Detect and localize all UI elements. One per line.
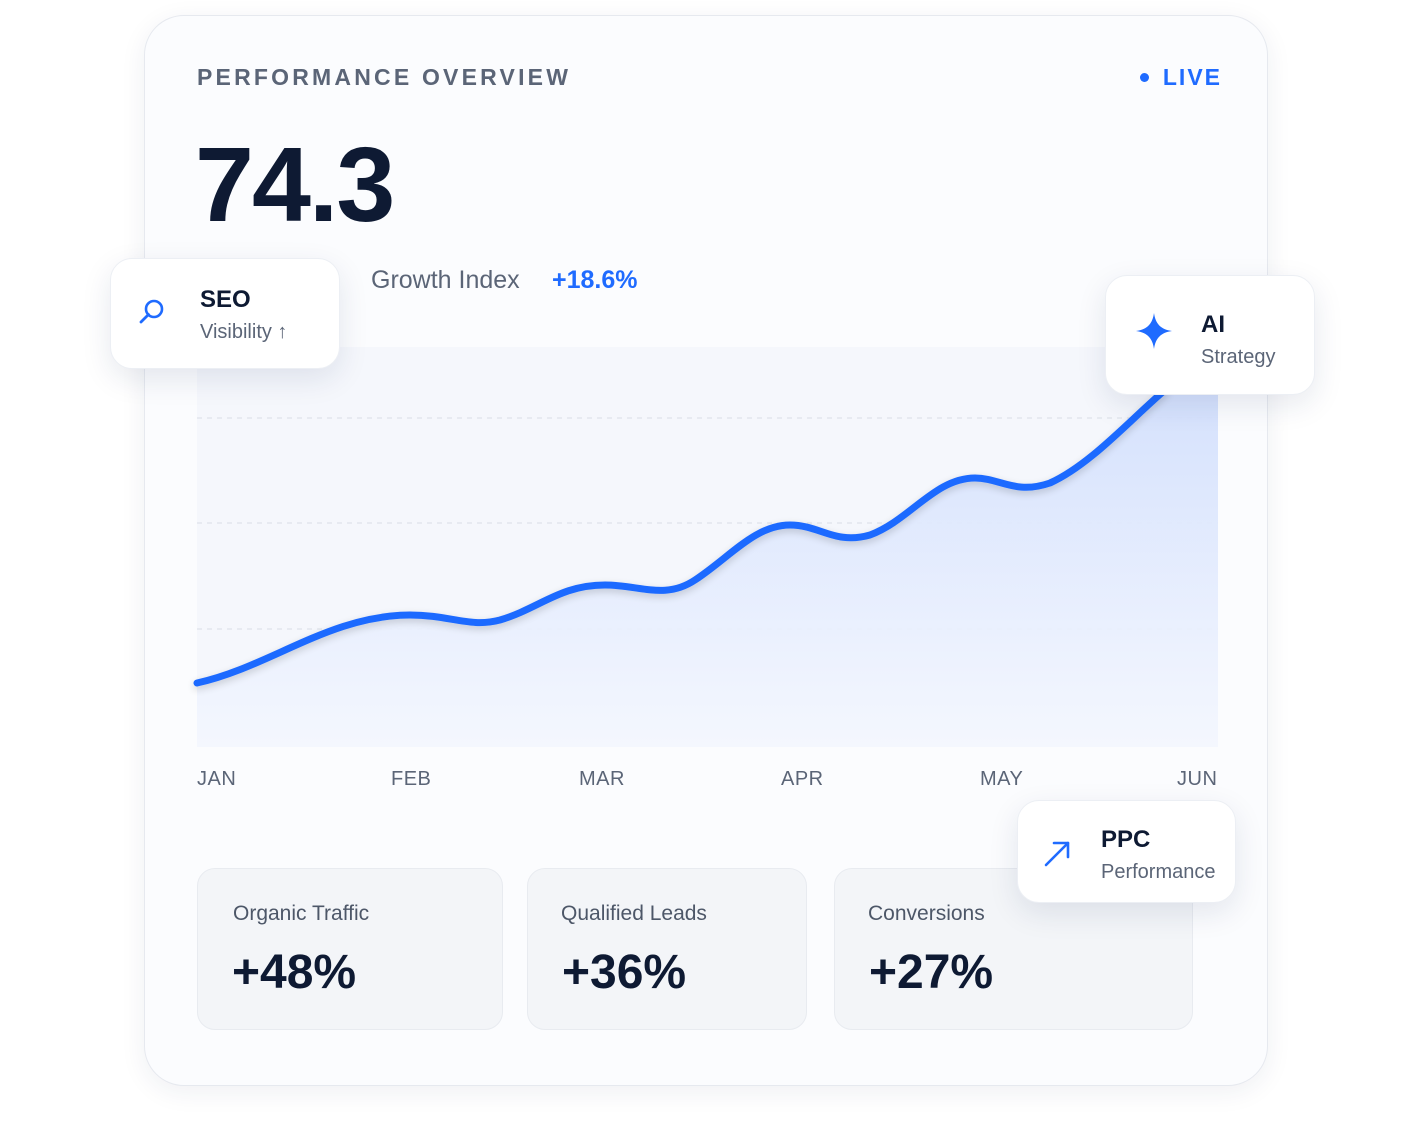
ppc-badge-subtitle: Performance	[1101, 861, 1216, 883]
x-tick-label: MAY	[980, 768, 1024, 790]
stat-label: Qualified Leads	[561, 902, 707, 925]
seo-badge-title: SEO	[200, 286, 251, 313]
x-tick-label: FEB	[391, 768, 432, 790]
ai-badge-subtitle: Strategy	[1201, 346, 1276, 368]
stat-card-organic-traffic: Organic Traffic +48%	[197, 868, 503, 1030]
ppc-badge: PPC Performance	[1017, 800, 1236, 903]
seo-badge-subtitle: Visibility ↑	[200, 321, 288, 343]
stat-label: Organic Traffic	[233, 902, 370, 925]
growth-index-value: 74.3	[195, 126, 395, 244]
search-icon	[139, 299, 164, 324]
stat-value: +27%	[869, 946, 994, 999]
x-tick-label: APR	[781, 768, 824, 790]
ppc-badge-title: PPC	[1101, 826, 1151, 853]
series-line	[193, 386, 1169, 687]
seo-badge: SEO Visibility ↑	[110, 258, 340, 369]
ai-badge-title: AI	[1201, 311, 1225, 338]
arrow-up-right-icon	[1044, 841, 1070, 867]
live-dot-icon	[1139, 73, 1149, 82]
x-tick-label: JAN	[197, 768, 237, 790]
sparkle-icon	[1136, 313, 1172, 349]
growth-index-change: +18.6%	[552, 266, 638, 294]
ai-badge: AI Strategy	[1105, 275, 1315, 395]
stat-card-qualified-leads: Qualified Leads +36%	[527, 868, 807, 1030]
growth-index-label: Growth Index	[371, 266, 520, 294]
stat-value: +48%	[232, 946, 357, 999]
stat-label: Conversions	[868, 902, 985, 925]
series-area	[197, 390, 1218, 747]
live-indicator: LIVE	[1139, 64, 1222, 91]
live-label: LIVE	[1162, 64, 1222, 90]
x-tick-label: MAR	[579, 768, 625, 790]
x-tick-label: JUN	[1177, 768, 1218, 790]
stat-value: +36%	[562, 946, 687, 999]
card-title: PERFORMANCE OVERVIEW	[197, 64, 572, 90]
